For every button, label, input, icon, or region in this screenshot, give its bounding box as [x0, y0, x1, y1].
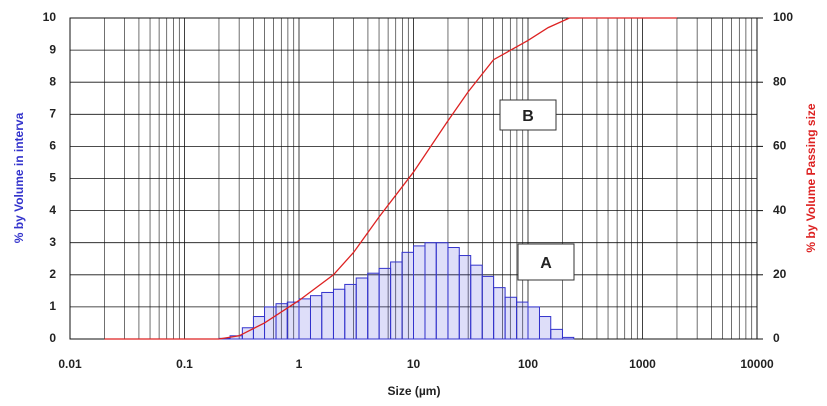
y-tick-label: 0 — [49, 331, 56, 345]
histogram-bar — [321, 291, 334, 340]
y2-axis-title: % by Volume Passing size — [804, 103, 818, 252]
annotation-box — [499, 99, 557, 131]
histogram-bar — [344, 283, 357, 340]
y2-tick-label: 60 — [773, 139, 787, 153]
annotation-label: B — [522, 108, 534, 125]
histogram-bar — [367, 272, 380, 340]
histogram-bar — [264, 306, 277, 340]
y2-tick-label: 20 — [773, 267, 787, 281]
x-tick-label: 0.1 — [176, 357, 193, 371]
histogram-bar — [401, 251, 415, 340]
y-axis-title: % by Volume in interva — [12, 112, 26, 243]
histogram-bar — [332, 288, 346, 340]
y2-tick-label: 80 — [773, 74, 787, 88]
histogram-bar — [481, 275, 495, 340]
x-tick-label: 1 — [296, 357, 303, 371]
y-tick-label: 3 — [49, 235, 56, 249]
y-tick-label: 8 — [49, 74, 56, 88]
y-tick-label: 2 — [49, 267, 56, 281]
x-tick-label: 1000 — [629, 357, 656, 371]
histogram-bar — [413, 245, 426, 340]
y-tick-label: 1 — [49, 299, 56, 313]
histogram-bar — [538, 316, 552, 340]
annotation-label: A — [540, 255, 552, 272]
y-tick-label: 6 — [49, 139, 56, 153]
x-axis-title: Size (µm) — [388, 384, 441, 398]
histogram-bar — [390, 261, 403, 340]
y-tick-label: 4 — [49, 203, 56, 217]
y-tick-label: 9 — [49, 42, 56, 56]
x-tick-label: 100 — [518, 357, 538, 371]
histogram-bar — [470, 264, 483, 340]
histogram-bar — [550, 328, 563, 340]
histogram-bar — [355, 277, 369, 340]
histogram-bar — [447, 247, 460, 340]
histogram-bar — [458, 255, 472, 340]
y-tick-label: 10 — [43, 10, 57, 24]
x-tick-label: 10 — [407, 357, 421, 371]
histogram-bar — [378, 267, 392, 340]
y2-tick-label: 40 — [773, 203, 787, 217]
y-tick-label: 5 — [49, 171, 56, 185]
y2-tick-label: 100 — [773, 10, 793, 24]
x-tick-label: 0.01 — [58, 357, 82, 371]
histogram-bar — [435, 242, 449, 340]
histogram-bar — [298, 298, 311, 340]
histogram-bar — [561, 336, 575, 340]
histogram-bar — [504, 296, 518, 340]
x-tick-label: 10000 — [740, 357, 774, 371]
histogram-bar — [527, 306, 540, 340]
y2-tick-label: 0 — [773, 331, 780, 345]
annotation-box — [517, 243, 575, 281]
histogram-bar — [516, 301, 529, 340]
histogram-bar — [493, 287, 506, 340]
cumulative-line — [104, 17, 677, 340]
histogram-bar — [424, 242, 437, 340]
histogram-bar — [309, 295, 323, 340]
y-tick-label: 7 — [49, 106, 56, 120]
